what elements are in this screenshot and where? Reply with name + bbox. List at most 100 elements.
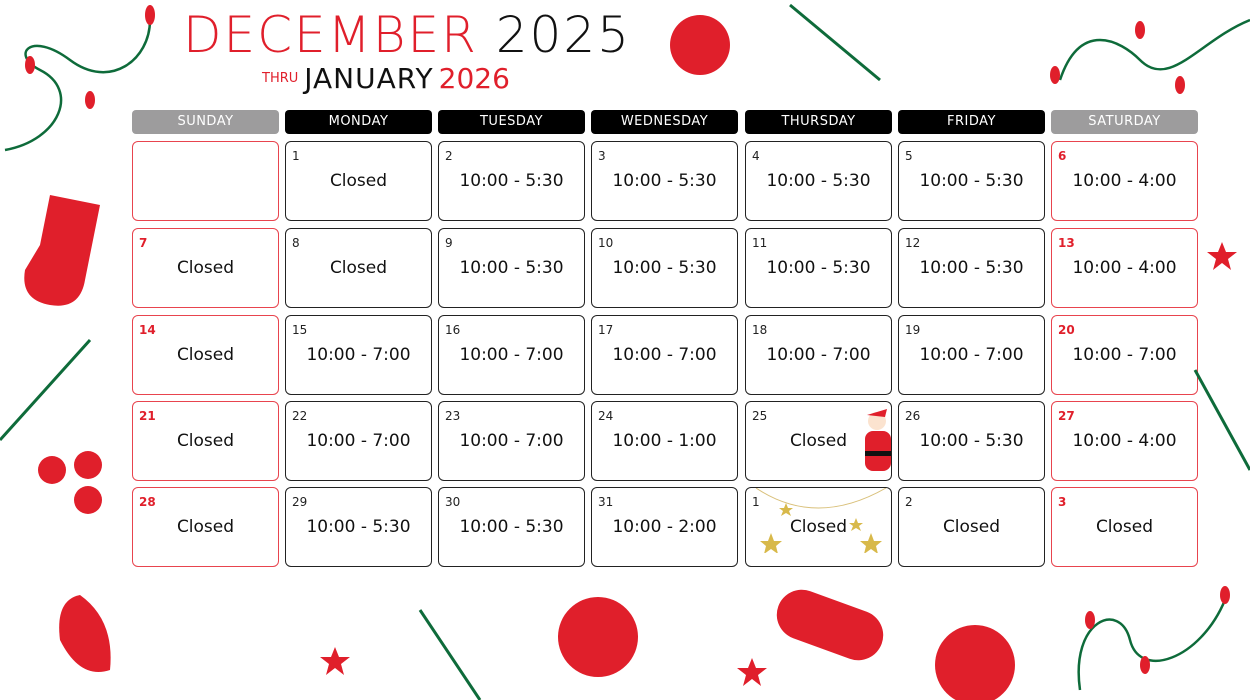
calendar-day-cell[interactable]: 25 Closed (745, 401, 892, 481)
calendar-day-cell[interactable]: 3 10:00 - 5:30 (591, 141, 738, 221)
calendar-day-cell[interactable]: 20 10:00 - 7:00 (1051, 315, 1198, 395)
day-hours: Closed (176, 431, 235, 451)
day-hours: 10:00 - 5:30 (919, 258, 1024, 278)
day-number: 24 (598, 409, 614, 423)
day-hours: Closed (789, 431, 848, 451)
day-hours: 10:00 - 5:30 (919, 431, 1024, 451)
day-hours: Closed (329, 171, 388, 191)
calendar-day-cell[interactable]: 27 10:00 - 4:00 (1051, 401, 1198, 481)
day-hours: 10:00 - 7:00 (919, 345, 1024, 365)
day-number: 14 (139, 323, 156, 337)
day-header-tuesday: TUESDAY (438, 110, 585, 134)
day-number: 5 (905, 149, 913, 163)
day-hours: Closed (329, 258, 388, 278)
calendar-day-cell[interactable]: 7 Closed (132, 228, 279, 308)
calendar-day-cell[interactable]: 18 10:00 - 7:00 (745, 315, 892, 395)
day-header-monday: MONDAY (285, 110, 432, 134)
light-bulbs-icon (25, 5, 1230, 674)
day-header-thursday: THURSDAY (745, 110, 892, 134)
day-hours: 10:00 - 4:00 (1072, 171, 1177, 191)
day-hours: 10:00 - 7:00 (459, 345, 564, 365)
day-header-wednesday: WEDNESDAY (591, 110, 738, 134)
subtitle-month: JANUARY (304, 62, 434, 95)
subtitle-year: 2026 (438, 62, 510, 95)
subtitle-thru: THRU (262, 71, 299, 86)
day-number: 8 (292, 236, 300, 250)
day-number: 23 (445, 409, 461, 423)
calendar-day-cell[interactable]: 9 10:00 - 5:30 (438, 228, 585, 308)
calendar-day-cell[interactable]: 31 10:00 - 2:00 (591, 487, 738, 567)
day-hours: 10:00 - 5:30 (766, 258, 871, 278)
day-number: 3 (598, 149, 606, 163)
calendar-day-cell[interactable]: 30 10:00 - 5:30 (438, 487, 585, 567)
calendar-day-cell[interactable]: 6 10:00 - 4:00 (1051, 141, 1198, 221)
day-hours: Closed (789, 517, 848, 537)
calendar-day-cell[interactable]: 2 10:00 - 5:30 (438, 141, 585, 221)
day-number: 7 (139, 236, 148, 250)
calendar-day-cell[interactable]: 2 Closed (898, 487, 1045, 567)
calendar-day-cell[interactable]: 13 10:00 - 4:00 (1051, 228, 1198, 308)
day-number: 20 (1058, 323, 1075, 337)
day-hours: 10:00 - 7:00 (306, 431, 411, 451)
calendar-day-cell[interactable]: 19 10:00 - 7:00 (898, 315, 1045, 395)
calendar-day-cell[interactable]: 11 10:00 - 5:30 (745, 228, 892, 308)
calendar-day-cell[interactable]: 1 Closed (285, 141, 432, 221)
day-number: 12 (905, 236, 921, 250)
calendar-day-cell[interactable]: 29 10:00 - 5:30 (285, 487, 432, 567)
day-number: 30 (445, 495, 461, 509)
day-number: 6 (1058, 149, 1067, 163)
day-hours: 10:00 - 5:30 (459, 517, 564, 537)
day-header-sunday: SUNDAY (132, 110, 279, 134)
calendar-day-cell[interactable]: 26 10:00 - 5:30 (898, 401, 1045, 481)
day-hours: 10:00 - 5:30 (459, 258, 564, 278)
calendar-day-cell[interactable]: 10 10:00 - 5:30 (591, 228, 738, 308)
calendar-day-cell[interactable]: 24 10:00 - 1:00 (591, 401, 738, 481)
day-hours: Closed (176, 258, 235, 278)
title-year: 2025 (495, 6, 631, 64)
day-number: 9 (445, 236, 453, 250)
day-hours: 10:00 - 2:00 (612, 517, 717, 537)
calendar-day-cell[interactable]: 17 10:00 - 7:00 (591, 315, 738, 395)
ornament-icon (670, 15, 1015, 700)
string-lights-icon (4, 18, 1250, 691)
calendar-day-cell[interactable]: 21 Closed (132, 401, 279, 481)
calendar-day-cell[interactable]: 16 10:00 - 7:00 (438, 315, 585, 395)
calendar-day-cell[interactable]: 1 Closed (745, 487, 892, 567)
title-month: DECEMBER (183, 6, 478, 64)
calendar-day-cell[interactable]: 12 10:00 - 5:30 (898, 228, 1045, 308)
calendar-day-cell[interactable]: 28 Closed (132, 487, 279, 567)
calendar-day-cell[interactable]: 14 Closed (132, 315, 279, 395)
day-number: 3 (1058, 495, 1067, 509)
calendar-day-cell[interactable]: 3 Closed (1051, 487, 1198, 567)
day-number: 2 (905, 495, 913, 509)
calendar-day-cell[interactable]: 22 10:00 - 7:00 (285, 401, 432, 481)
day-hours: 10:00 - 5:30 (919, 171, 1024, 191)
day-number: 1 (292, 149, 300, 163)
calendar-day-cell[interactable]: 15 10:00 - 7:00 (285, 315, 432, 395)
star-icon (320, 242, 1237, 686)
day-number: 29 (292, 495, 308, 509)
calendar-day-cell[interactable]: 8 Closed (285, 228, 432, 308)
page-title: DECEMBER 2025 (183, 6, 631, 64)
day-hours: Closed (176, 517, 235, 537)
day-hours: 10:00 - 5:30 (612, 171, 717, 191)
star-cookie-icon (558, 597, 638, 677)
day-hours: 10:00 - 7:00 (612, 345, 717, 365)
day-number: 13 (1058, 236, 1075, 250)
day-hours: 10:00 - 5:30 (306, 517, 411, 537)
day-hours: 10:00 - 7:00 (459, 431, 564, 451)
day-number: 17 (598, 323, 614, 337)
day-hours: 10:00 - 5:30 (612, 258, 717, 278)
calendar-day-cell[interactable]: 23 10:00 - 7:00 (438, 401, 585, 481)
gold-stars-icon (755, 488, 887, 553)
day-hours: Closed (176, 345, 235, 365)
day-number: 15 (292, 323, 308, 337)
day-header-friday: FRIDAY (898, 110, 1045, 134)
ornament-drop-icon (59, 595, 111, 672)
subtitle: THRU JANUARY 2026 (262, 62, 510, 95)
day-hours: 10:00 - 5:30 (766, 171, 871, 191)
calendar-day-cell[interactable]: 5 10:00 - 5:30 (898, 141, 1045, 221)
day-hours: 10:00 - 4:00 (1072, 431, 1177, 451)
calendar-day-cell[interactable]: 4 10:00 - 5:30 (745, 141, 892, 221)
calendar-day-cell[interactable] (132, 141, 279, 221)
